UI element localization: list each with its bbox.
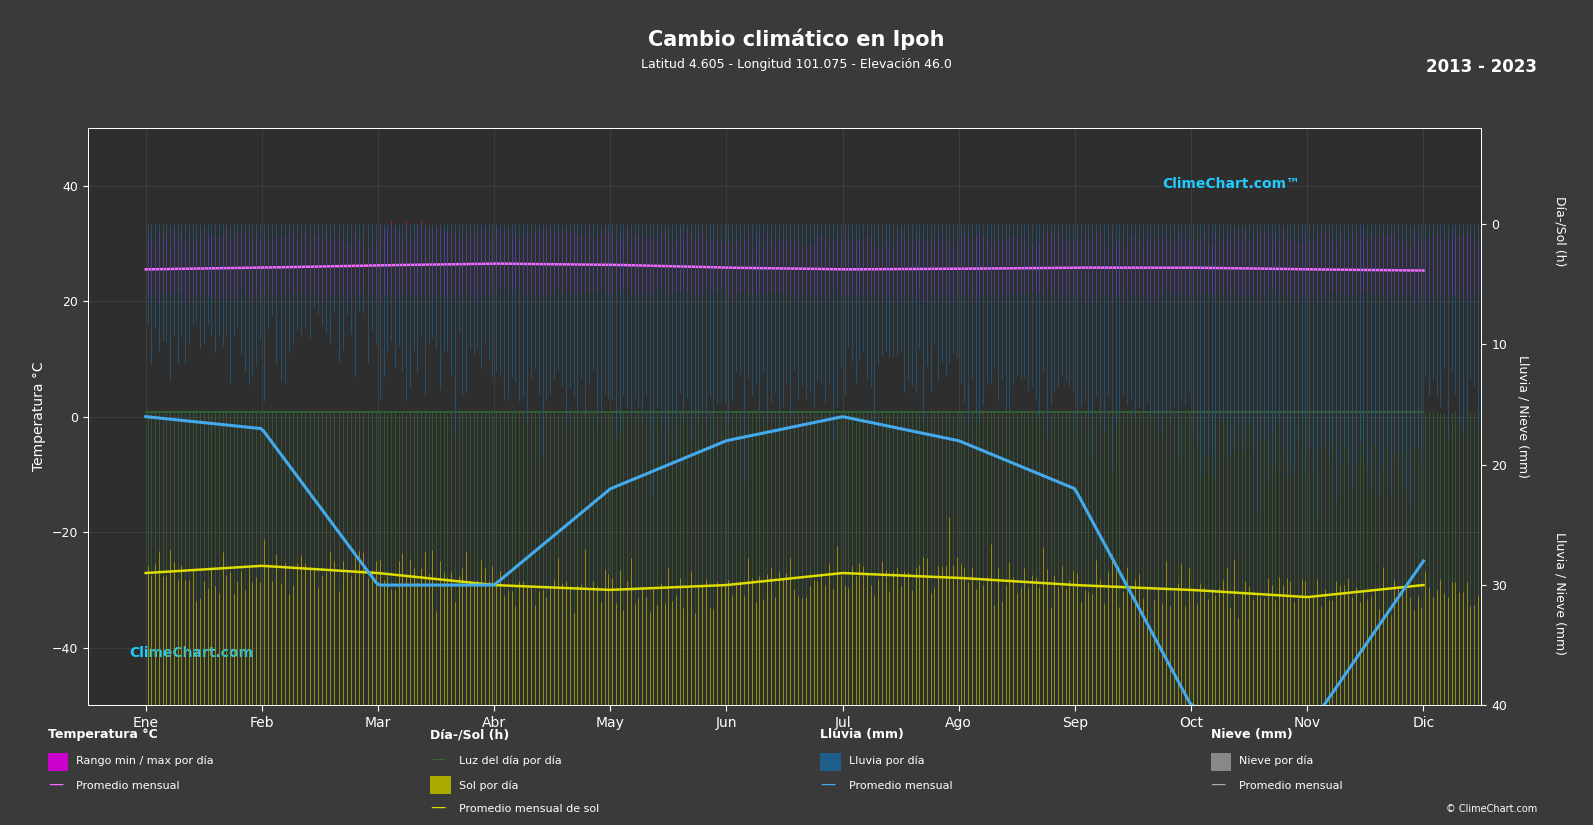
- Text: —: —: [48, 776, 64, 792]
- Text: —: —: [430, 799, 446, 815]
- Text: Promedio mensual de sol: Promedio mensual de sol: [459, 804, 599, 813]
- Text: Lluvia por día: Lluvia por día: [849, 756, 924, 766]
- Text: Lluvia (mm): Lluvia (mm): [820, 728, 905, 742]
- Text: Temperatura °C: Temperatura °C: [48, 728, 158, 742]
- Text: ClimeChart.com™: ClimeChart.com™: [1163, 177, 1300, 191]
- Text: 2013 - 2023: 2013 - 2023: [1426, 58, 1537, 76]
- Text: Cambio climático en Ipoh: Cambio climático en Ipoh: [648, 29, 945, 50]
- Y-axis label: Temperatura °C: Temperatura °C: [32, 362, 46, 471]
- Text: Lluvia / Nieve (mm): Lluvia / Nieve (mm): [1553, 532, 1566, 656]
- Text: ClimeChart.com: ClimeChart.com: [129, 647, 253, 660]
- Text: Nieve por día: Nieve por día: [1239, 756, 1314, 766]
- Text: Sol por día: Sol por día: [459, 780, 518, 790]
- Text: Día-/Sol (h): Día-/Sol (h): [430, 728, 510, 742]
- Text: Promedio mensual: Promedio mensual: [76, 780, 180, 790]
- Y-axis label: Lluvia / Nieve (mm): Lluvia / Nieve (mm): [1517, 355, 1529, 478]
- Text: Latitud 4.605 - Longitud 101.075 - Elevación 46.0: Latitud 4.605 - Longitud 101.075 - Eleva…: [640, 58, 953, 71]
- Text: Luz del día por día: Luz del día por día: [459, 756, 562, 766]
- Text: © ClimeChart.com: © ClimeChart.com: [1446, 804, 1537, 813]
- Text: —: —: [430, 752, 446, 767]
- Text: —: —: [1211, 776, 1227, 792]
- Text: Nieve (mm): Nieve (mm): [1211, 728, 1292, 742]
- Text: Promedio mensual: Promedio mensual: [849, 780, 953, 790]
- Text: —: —: [820, 776, 836, 792]
- Text: Día-/Sol (h): Día-/Sol (h): [1553, 196, 1566, 266]
- Text: Promedio mensual: Promedio mensual: [1239, 780, 1343, 790]
- Text: Rango min / max por día: Rango min / max por día: [76, 756, 213, 766]
